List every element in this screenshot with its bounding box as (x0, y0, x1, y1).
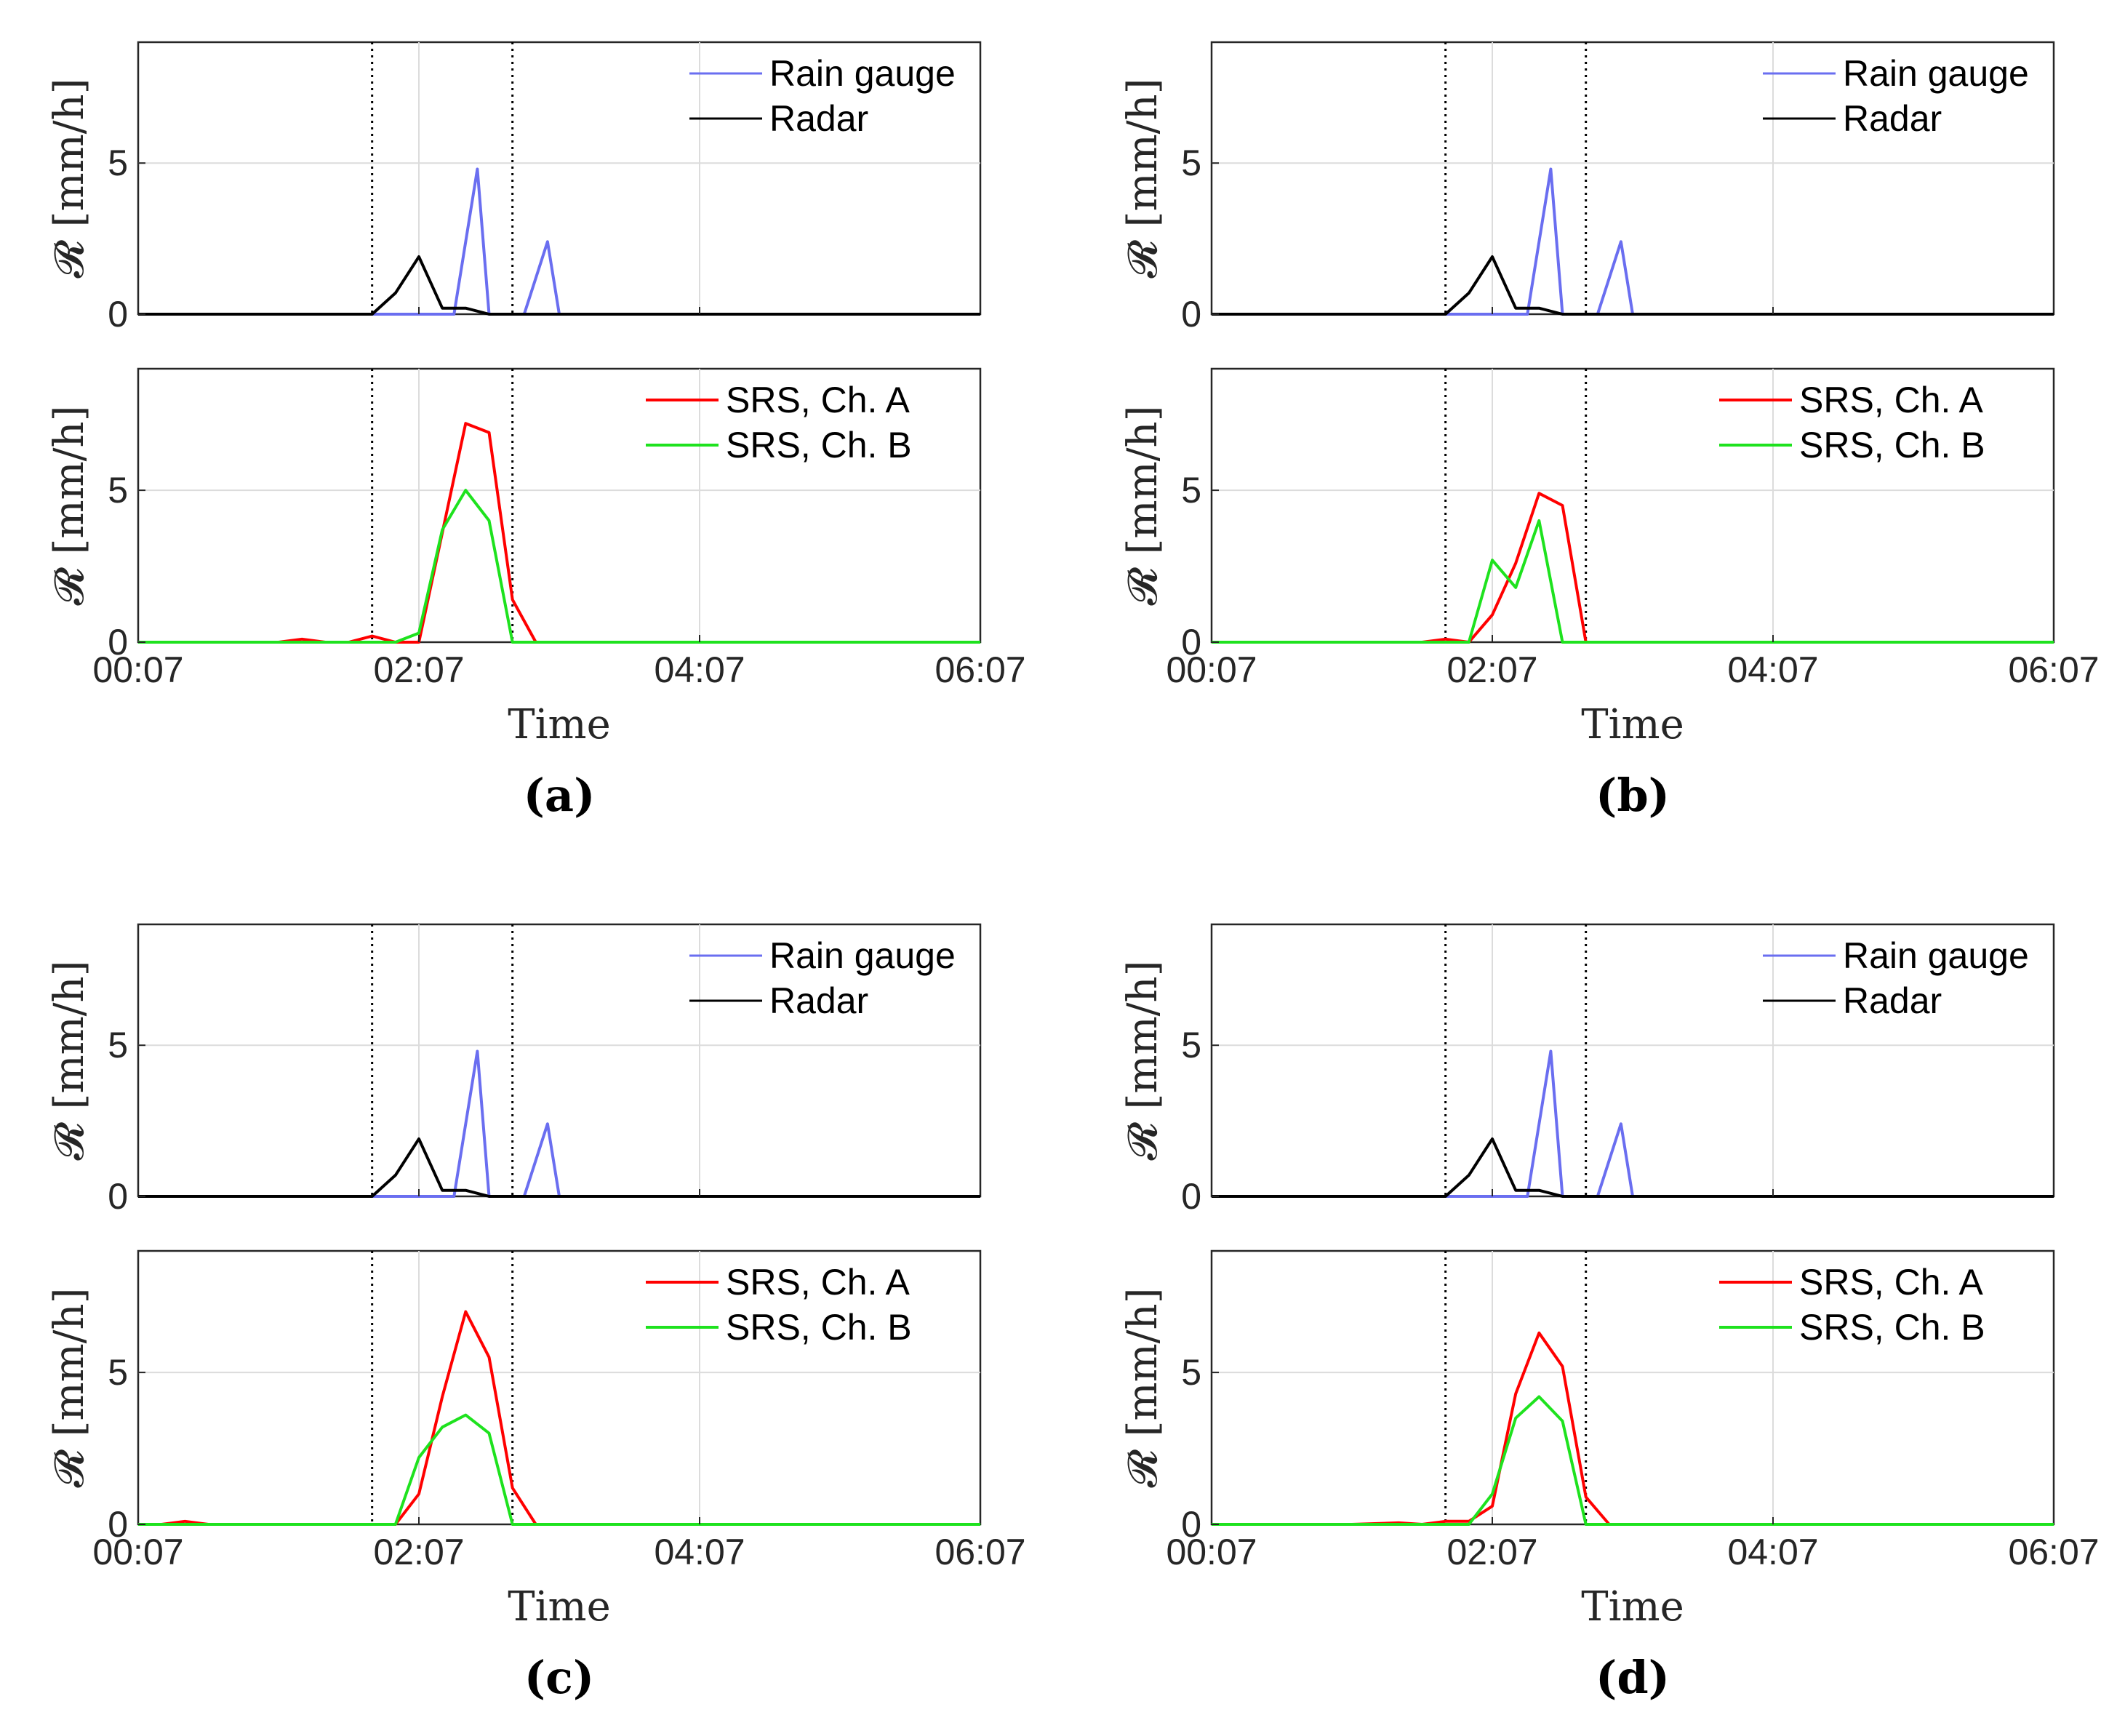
x-axis-title: Time (508, 701, 611, 748)
x-tick-label: 06:07 (935, 649, 1025, 690)
y-axis-title: 𝓡 [mm/h] (1119, 406, 1166, 606)
legend-label: Rain gauge (1843, 53, 2029, 94)
legend-label: SRS, Ch. A (1799, 1262, 1984, 1303)
panel-label: (b) (1596, 769, 1670, 822)
legend-label: Rain gauge (1843, 935, 2029, 976)
x-tick-label: 04:07 (1727, 1532, 1818, 1572)
y-tick-label: 0 (1181, 1504, 1201, 1545)
y-tick-label: 5 (1181, 470, 1201, 511)
series-line (1212, 1331, 2054, 1526)
x-tick-label: 04:07 (654, 1532, 745, 1572)
y-tick-label: 0 (108, 294, 128, 335)
series-line (138, 489, 980, 644)
x-tick-label: 00:07 (92, 1532, 183, 1572)
series-line (138, 1413, 980, 1526)
legend-label: SRS, Ch. B (726, 1307, 912, 1348)
y-tick-label: 5 (108, 1352, 128, 1393)
legend-label: Radar (769, 98, 868, 139)
axes-frame (137, 41, 982, 316)
x-tick-label: 06:07 (935, 1532, 1025, 1572)
series-line (138, 1310, 980, 1526)
x-axis-title: Time (508, 1583, 611, 1631)
axes-frame (137, 1249, 982, 1526)
series-line (1212, 1395, 2054, 1526)
subplot: 0 5 𝓡 [mm/h] SRS, Ch. A SRS, Ch. B (46, 367, 982, 663)
series-line (138, 255, 980, 316)
axes-frame (137, 923, 982, 1198)
x-tick-label: 02:07 (1446, 649, 1537, 690)
panel-label: (d) (1596, 1651, 1670, 1704)
x-tick-label: 00:07 (1166, 649, 1257, 690)
y-axis-title: 𝓡 [mm/h] (46, 79, 93, 279)
series-line (1212, 1137, 2054, 1198)
legend-label: SRS, Ch. B (1799, 425, 1985, 465)
legend-label: Radar (1843, 980, 1942, 1021)
legend-label: Radar (769, 980, 868, 1021)
x-tick-label: 04:07 (1727, 649, 1818, 690)
axes-frame (1210, 923, 2055, 1198)
y-tick-label: 5 (1181, 1025, 1201, 1065)
subplot: 0 5 𝓡 [mm/h] SRS, Ch. A SRS, Ch. B (1119, 367, 2055, 663)
axes-frame (137, 367, 982, 644)
panel-label: (c) (524, 1651, 594, 1704)
series-line (1212, 255, 2054, 316)
legend-label: SRS, Ch. A (726, 1262, 911, 1303)
x-tick-label: 02:07 (373, 649, 464, 690)
series-line (138, 422, 980, 644)
y-axis-title: 𝓡 [mm/h] (1119, 79, 1166, 279)
y-tick-label: 0 (108, 1504, 128, 1545)
series-line (1212, 519, 2054, 644)
y-axis-title: 𝓡 [mm/h] (1119, 961, 1166, 1161)
x-tick-label: 06:07 (2008, 1532, 2099, 1572)
legend-label: Rain gauge (769, 53, 956, 94)
y-tick-label: 5 (1181, 1352, 1201, 1393)
axes-frame (1210, 1249, 2055, 1526)
x-tick-label: 02:07 (373, 1532, 464, 1572)
y-tick-label: 0 (108, 622, 128, 663)
series-line (1212, 492, 2054, 644)
y-tick-label: 0 (1181, 622, 1201, 663)
x-tick-label: 00:07 (92, 649, 183, 690)
y-axis-title: 𝓡 [mm/h] (46, 1288, 93, 1488)
legend-label: SRS, Ch. B (1799, 1307, 1985, 1348)
x-axis-title: Time (1581, 1583, 1684, 1631)
legend-label: SRS, Ch. A (1799, 380, 1984, 420)
y-axis-title: 𝓡 [mm/h] (1119, 1288, 1166, 1488)
y-axis-title: 𝓡 [mm/h] (46, 406, 93, 606)
x-tick-label: 00:07 (1166, 1532, 1257, 1572)
y-tick-label: 5 (108, 143, 128, 183)
y-tick-label: 0 (1181, 1176, 1201, 1217)
x-tick-label: 06:07 (2008, 649, 2099, 690)
legend-label: SRS, Ch. A (726, 380, 911, 420)
x-tick-label: 02:07 (1446, 1532, 1537, 1572)
y-tick-label: 5 (108, 1025, 128, 1065)
legend-label: Rain gauge (769, 935, 956, 976)
axes-frame (1210, 367, 2055, 644)
y-axis-title: 𝓡 [mm/h] (46, 961, 93, 1161)
y-tick-label: 0 (1181, 294, 1201, 335)
y-tick-label: 5 (108, 470, 128, 511)
y-tick-label: 0 (108, 1176, 128, 1217)
x-axis-title: Time (1581, 701, 1684, 748)
x-tick-label: 04:07 (654, 649, 745, 690)
legend-label: SRS, Ch. B (726, 425, 912, 465)
legend-label: Radar (1843, 98, 1942, 139)
y-tick-label: 5 (1181, 143, 1201, 183)
series-line (138, 1137, 980, 1198)
panel-label: (a) (524, 769, 596, 822)
